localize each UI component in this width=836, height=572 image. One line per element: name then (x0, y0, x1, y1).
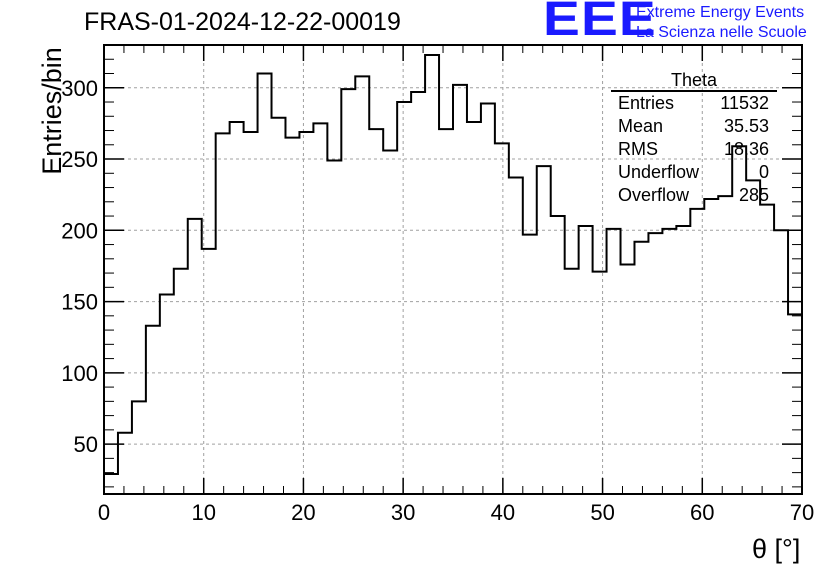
logo-line-1: Extreme Energy Events (636, 4, 805, 21)
logo-caption: Extreme Energy Events La Scienza nelle S… (636, 3, 807, 43)
logo-line-2: La Scienza nelle Scuole (636, 24, 807, 41)
x-tick-label: 20 (291, 500, 315, 525)
x-tick-label: 50 (590, 500, 614, 525)
stats-row-underflow: Underflow 0 (611, 161, 777, 184)
stats-label: Mean (618, 116, 664, 136)
plot-frame (103, 44, 803, 495)
y-axis-label: Entries/bin (37, 47, 67, 175)
stats-title: Theta (611, 70, 777, 92)
stats-label: Underflow (618, 162, 700, 182)
x-axis-label: θ [°] (752, 534, 801, 564)
x-tick-label: 60 (690, 500, 714, 525)
eee-logo: EEE (543, 0, 657, 46)
stats-row-rms: RMS 18.36 (611, 138, 777, 161)
x-tick-label: 30 (391, 500, 415, 525)
y-tick-label: 150 (61, 290, 98, 315)
stats-value: 0 (758, 162, 769, 182)
stats-row-overflow: Overflow 285 (611, 184, 777, 207)
stats-value: 18.36 (723, 139, 769, 159)
y-tick-label: 250 (61, 147, 98, 172)
x-tick-label: 0 (98, 500, 110, 525)
stats-row-entries: Entries 11532 (611, 92, 777, 115)
stats-box: Theta Entries 11532 Mean 35.53 RMS 18.36 Un… (611, 70, 777, 207)
stats-label: Entries (618, 93, 675, 113)
x-tick-label: 70 (790, 500, 814, 525)
stats-value: 35.53 (723, 116, 769, 136)
y-tick-label: 200 (61, 218, 98, 243)
y-tick-label: 100 (61, 361, 98, 386)
stats-row-mean: Mean 35.53 (611, 115, 777, 138)
x-tick-label: 10 (191, 500, 215, 525)
chart-title: FRAS-01-2024-12-22-00019 (84, 8, 401, 36)
y-tick-label: 300 (61, 76, 98, 101)
tick-labels: 0 10 20 30 40 50 60 70 50 100 150 200 250 300 (61, 76, 814, 525)
y-tick-label: 50 (74, 432, 98, 457)
stats-label: Overflow (618, 185, 690, 205)
stats-value: 285 (738, 185, 769, 205)
x-tick-label: 40 (491, 500, 515, 525)
stats-value: 11532 (720, 93, 769, 113)
stats-label: RMS (618, 139, 658, 159)
histogram-line (104, 53, 802, 476)
